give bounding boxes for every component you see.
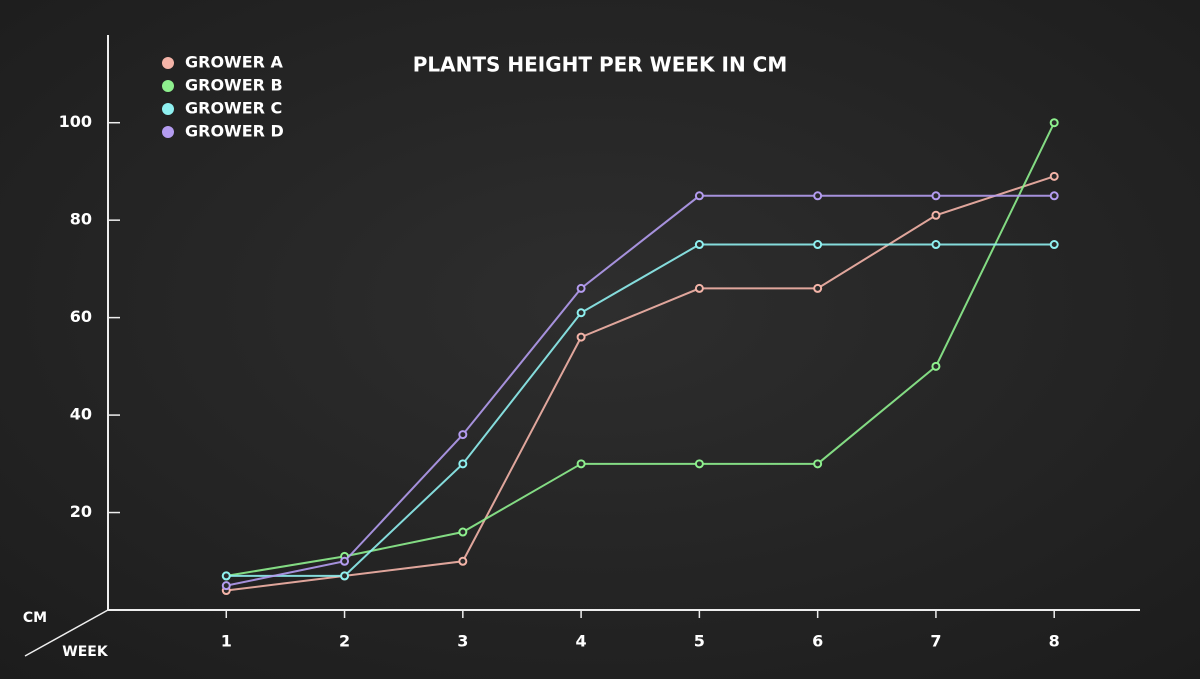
data-point [813,240,823,250]
data-point [458,459,468,469]
y-tick-label: 20 [70,502,92,521]
data-point [576,283,586,293]
y-tick-label: 80 [70,210,92,229]
legend-marker [162,103,174,115]
data-point [458,556,468,566]
data-point [1049,171,1059,181]
x-axis-label: WEEK [62,644,109,660]
data-point [813,191,823,201]
x-tick-label: 1 [221,632,232,651]
x-tick-label: 7 [930,632,941,651]
legend-label: GROWER B [185,76,283,95]
data-point [931,240,941,250]
y-axis-label: CM [23,610,47,626]
data-point [931,191,941,201]
x-tick-label: 3 [457,632,468,651]
y-tick-label: 60 [70,307,92,326]
series-line [226,243,1055,577]
legend-label: GROWER C [185,99,282,118]
series-line [226,175,1055,592]
data-point [694,191,704,201]
data-point [813,283,823,293]
data-point [576,332,586,342]
data-point [458,430,468,440]
axis-divider [24,609,109,657]
data-point [694,240,704,250]
data-point [340,556,350,566]
legend-marker [162,80,174,92]
data-point [221,581,231,591]
data-point [931,361,941,371]
data-point [458,527,468,537]
x-tick-label: 8 [1049,632,1060,651]
series-line [226,194,1055,587]
y-tick-label: 100 [59,112,92,131]
data-point [576,459,586,469]
legend-marker [162,57,174,69]
data-point [1049,118,1059,128]
data-point [694,459,704,469]
x-tick-label: 2 [339,632,350,651]
data-point [221,571,231,581]
chart-title: PLANTS HEIGHT PER WEEK IN CM [413,53,787,77]
legend-label: GROWER A [185,53,284,72]
x-tick-label: 4 [576,632,587,651]
data-point [576,308,586,318]
series-line [226,122,1056,577]
y-tick-label: 40 [70,405,92,424]
x-tick-label: 5 [694,632,705,651]
data-point [694,283,704,293]
data-point [1049,191,1059,201]
legend-label: GROWER D [185,122,284,141]
data-point [813,459,823,469]
data-point [1049,240,1059,250]
data-point [931,210,941,220]
x-tick-label: 6 [812,632,823,651]
data-point [340,571,350,581]
legend-marker [162,126,174,138]
